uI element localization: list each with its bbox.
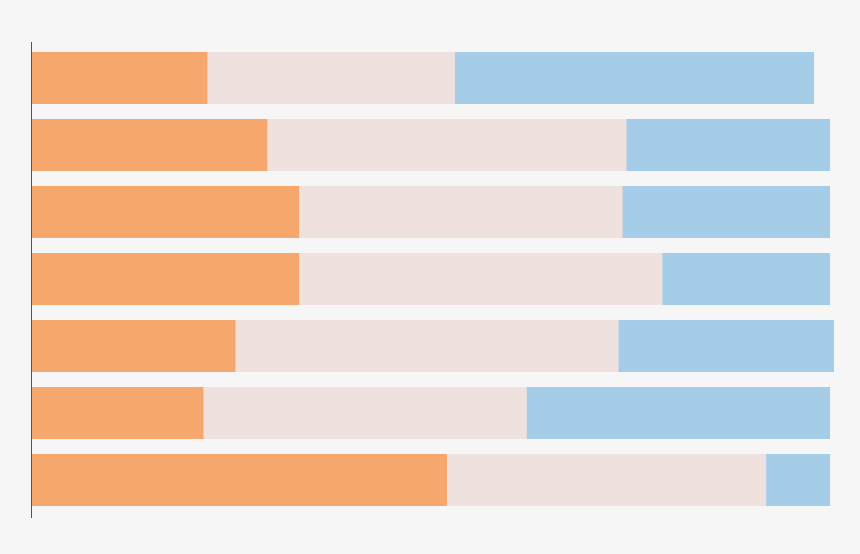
bar-segment-row4-series1 bbox=[32, 253, 300, 305]
bar-row-7 bbox=[32, 454, 830, 506]
bar-segment-row3-series2 bbox=[299, 186, 623, 238]
bar-segment-row3-series3 bbox=[622, 186, 830, 238]
bar-segment-row1-series1 bbox=[32, 52, 208, 104]
bar-segment-row3-series1 bbox=[32, 186, 300, 238]
bar-segment-row7-series2 bbox=[446, 454, 767, 506]
bar-segment-row5-series1 bbox=[32, 320, 236, 372]
bar-row-5 bbox=[32, 320, 834, 372]
bar-row-2 bbox=[32, 119, 830, 171]
bar-segment-row5-series2 bbox=[235, 320, 619, 372]
bar-segment-row2-series3 bbox=[626, 119, 830, 171]
bar-row-3 bbox=[32, 186, 830, 238]
bar-segment-row6-series2 bbox=[203, 387, 527, 439]
bar-segment-row7-series3 bbox=[766, 454, 830, 506]
bar-segment-row6-series3 bbox=[526, 387, 830, 439]
bar-row-6 bbox=[32, 387, 830, 439]
bar-segment-row1-series3 bbox=[454, 52, 815, 104]
bar-segment-row2-series2 bbox=[267, 119, 627, 171]
bar-row-1 bbox=[32, 52, 815, 104]
bar-segment-row2-series1 bbox=[32, 119, 268, 171]
bars-layer bbox=[32, 52, 834, 506]
bar-segment-row4-series3 bbox=[662, 253, 830, 305]
bar-segment-row7-series1 bbox=[32, 454, 447, 506]
bar-row-4 bbox=[32, 253, 830, 305]
bar-segment-row1-series2 bbox=[207, 52, 455, 104]
bar-segment-row6-series1 bbox=[32, 387, 204, 439]
bar-segment-row4-series2 bbox=[299, 253, 663, 305]
bar-segment-row5-series3 bbox=[618, 320, 834, 372]
